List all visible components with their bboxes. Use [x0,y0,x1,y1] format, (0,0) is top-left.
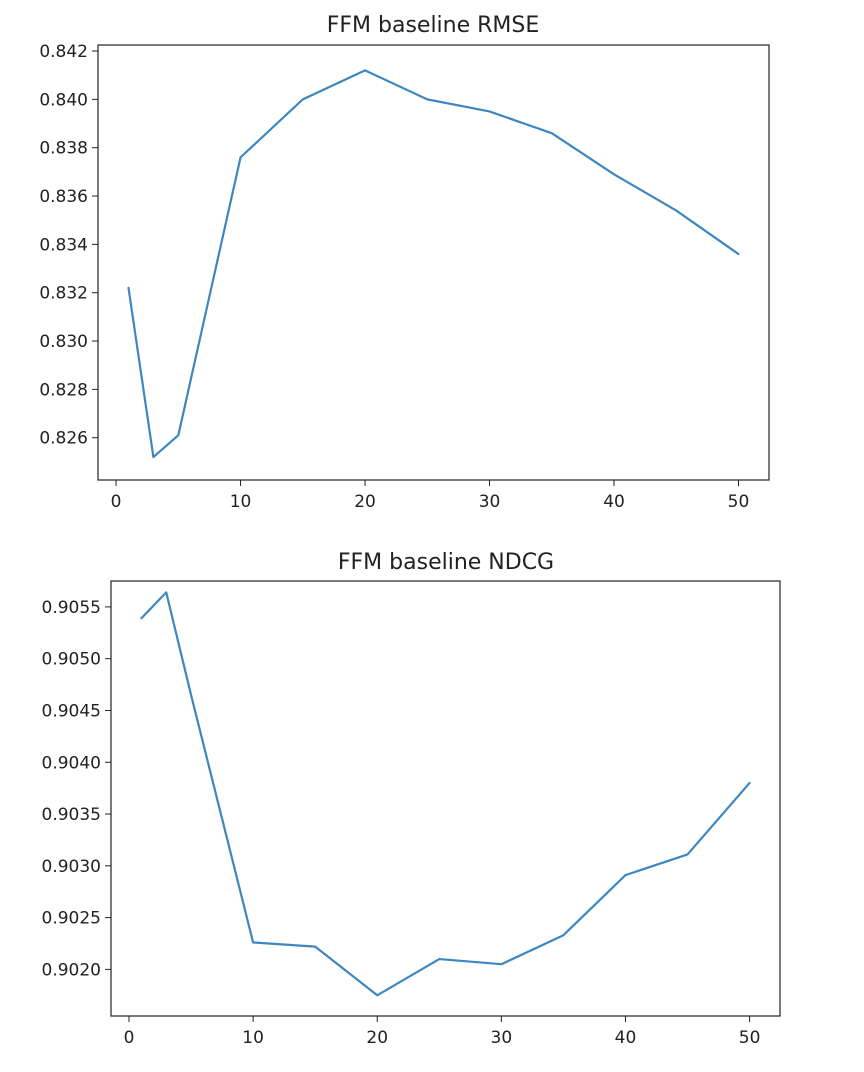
ndcg-xtick-label: 50 [739,1028,761,1048]
ndcg-y-axis: 0.9020 0.9025 0.9030 0.9035 0.9040 0.9045 0.90… [42,598,111,980]
rmse-xtick-label: 50 [728,492,750,512]
rmse-ytick-label: 0.830 [39,332,88,352]
rmse-y-axis: 0.826 0.828 0.830 0.832 0.834 0.836 0.838 0.840… [39,42,98,449]
rmse-xtick-label: 40 [603,492,625,512]
rmse-ytick-label: 0.838 [39,139,88,159]
rmse-plot-frame [97,44,770,481]
ndcg-ytick-label: 0.9030 [42,857,101,877]
ndcg-ytick-label: 0.9050 [42,650,101,670]
rmse-chart: FFM baseline RMSE 0.8260.8280.8300.8320.… [39,13,770,512]
rmse-xtick-label: 0 [111,492,122,512]
ndcg-ytick-label: 0.9020 [42,960,101,980]
ndcg-x-axis: 0 10 20 30 40 50 [124,1016,761,1048]
rmse-ytick-label: 0.832 [39,284,88,304]
rmse-xtick-label: 30 [479,492,501,512]
rmse-x-axis: 0 10 20 30 40 50 [111,480,750,512]
rmse-ytick-label: 0.834 [39,235,88,255]
ndcg-ytick-label: 0.9025 [42,909,101,929]
rmse-series-line [127,69,740,459]
ndcg-ytick-label: 0.9040 [42,753,101,773]
rmse-chart-title: FFM baseline RMSE [327,13,540,38]
ndcg-xtick-label: 40 [615,1028,637,1048]
rmse-ytick-label: 0.842 [39,42,88,62]
rmse-ytick-label: 0.828 [39,380,88,400]
ndcg-plot-frame [110,580,781,1017]
ndcg-chart-title: FFM baseline NDCG [338,550,554,575]
ndcg-xtick-label: 20 [366,1028,388,1048]
ndcg-xtick-label: 0 [124,1028,135,1048]
ndcg-ytick-label: 0.9045 [42,701,101,721]
ndcg-xtick-label: 30 [491,1028,513,1048]
rmse-xtick-label: 20 [354,492,376,512]
rmse-xtick-label: 10 [230,492,252,512]
rmse-ytick-label: 0.836 [39,187,88,207]
ndcg-ytick-label: 0.9055 [42,598,101,618]
ndcg-xtick-label: 10 [242,1028,264,1048]
rmse-ytick-label: 0.840 [39,90,88,110]
rmse-ytick-label: 0.826 [39,429,88,449]
ndcg-ytick-label: 0.9035 [42,805,101,825]
ndcg-series-line [140,591,751,997]
ndcg-chart: FFM baseline NDCG 0.90200.90250.90300.90… [42,550,781,1048]
